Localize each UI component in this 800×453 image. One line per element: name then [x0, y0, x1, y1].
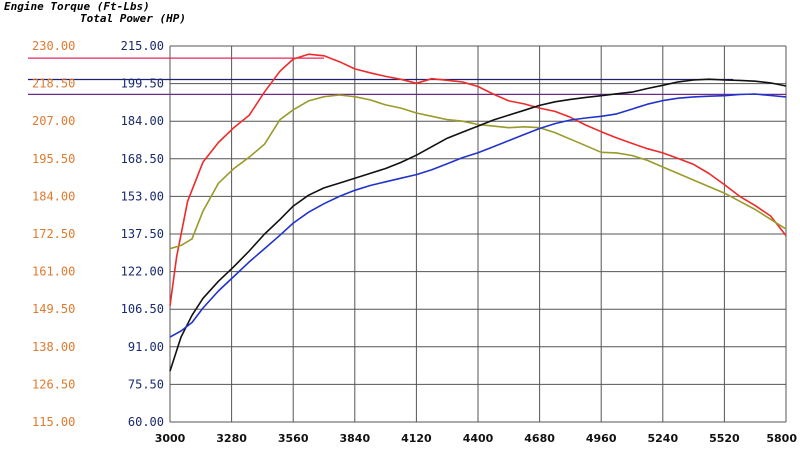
- x-tick-label: 4960: [586, 432, 617, 445]
- power-tick-label: 137.50: [121, 227, 164, 241]
- series-lines: [169, 53, 787, 372]
- series-line-black: [169, 78, 787, 372]
- torque-tick-label: 149.50: [32, 302, 75, 316]
- torque-axis-title: Engine Torque (Ft-Lbs): [4, 0, 150, 13]
- torque-tick-label: 184.00: [32, 189, 75, 203]
- x-tick-label: 3000: [155, 432, 186, 445]
- power-axis-title: Total Power (HP): [80, 12, 186, 25]
- power-tick-label: 91.00: [128, 340, 164, 354]
- x-tick-label: 5240: [647, 432, 678, 445]
- power-tick-label: 122.00: [121, 265, 164, 279]
- x-tick-label: 5800: [766, 432, 797, 445]
- power-tick-label: 168.50: [121, 152, 164, 166]
- x-tick-label: 4400: [463, 432, 494, 445]
- torque-tick-label: 195.50: [32, 152, 75, 166]
- x-axis-ticks: 3000 3280 3560 3840 4120 4400 4680 4960 5240 5520…: [155, 432, 798, 445]
- x-tick-label: 3840: [339, 432, 370, 445]
- torque-tick-label: 218.50: [32, 77, 75, 91]
- power-axis-ticks: 215.00 199.50 184.00 168.50 153.00 137.50 122.…: [121, 39, 164, 429]
- torque-tick-label: 138.00: [32, 340, 75, 354]
- power-tick-label: 184.00: [121, 114, 164, 128]
- torque-tick-label: 115.00: [32, 415, 75, 429]
- x-tick-label: 4120: [401, 432, 432, 445]
- series-line-olive: [169, 94, 787, 250]
- series-line-red: [169, 53, 787, 307]
- power-tick-label: 75.50: [128, 377, 164, 391]
- x-tick-label: 3280: [216, 432, 247, 445]
- x-tick-label: 4680: [524, 432, 555, 445]
- torque-tick-label: 207.00: [32, 114, 75, 128]
- torque-tick-label: 230.00: [32, 39, 75, 53]
- power-tick-label: 199.50: [121, 77, 164, 91]
- torque-tick-label: 126.50: [32, 377, 75, 391]
- power-tick-label: 153.00: [121, 189, 164, 203]
- torque-axis-ticks: 230.00 218.50 207.00 195.50 184.00 172.50 161.…: [32, 39, 75, 429]
- power-tick-label: 106.50: [121, 302, 164, 316]
- reference-lines: [28, 57, 786, 96]
- grid: [169, 45, 787, 423]
- x-tick-label: 3560: [278, 432, 309, 445]
- power-tick-label: 215.00: [121, 39, 164, 53]
- series-line-blue: [169, 93, 787, 338]
- x-tick-label: 5520: [709, 432, 740, 445]
- power-tick-label: 60.00: [128, 415, 164, 429]
- torque-tick-label: 161.00: [32, 265, 75, 279]
- torque-tick-label: 172.50: [32, 227, 75, 241]
